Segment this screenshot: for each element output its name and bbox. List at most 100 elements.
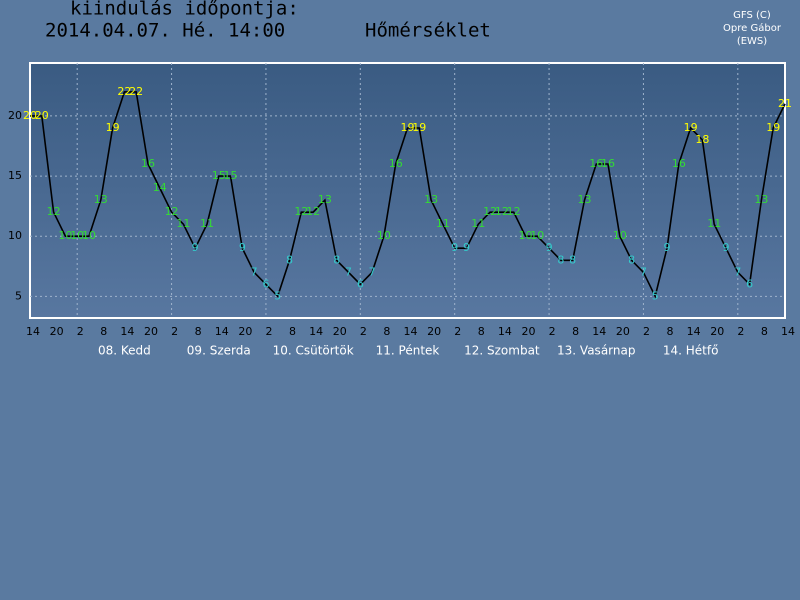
- value-label: 9: [239, 241, 246, 254]
- value-label: 8: [569, 253, 576, 266]
- x-tick-label: 8: [289, 325, 296, 338]
- chart-title: Hőmérséklet: [365, 20, 491, 42]
- title-label: kiindulás időpontja:: [70, 0, 299, 20]
- value-label: 6: [746, 277, 753, 290]
- value-label: 10: [518, 229, 532, 242]
- day-label: 09. Szerda: [187, 344, 251, 358]
- value-label: 16: [601, 157, 615, 170]
- value-label: 9: [463, 241, 470, 254]
- value-label: 11: [471, 217, 485, 230]
- value-label: 12: [47, 205, 61, 218]
- value-label: 22: [117, 85, 131, 98]
- value-label: 9: [451, 241, 458, 254]
- day-label: 11. Péntek: [376, 344, 440, 358]
- value-label: 12: [306, 205, 320, 218]
- credit: Opre Gábor: [723, 22, 782, 34]
- day-label: 10. Csütörtök: [273, 344, 354, 358]
- value-label: 20: [35, 109, 49, 122]
- value-label: 13: [94, 193, 108, 206]
- value-label: 7: [369, 265, 376, 278]
- value-label: 14: [153, 181, 167, 194]
- run-time: 2014.04.07. Hé. 14:00: [45, 20, 285, 42]
- value-label: 8: [628, 253, 635, 266]
- value-label: 18: [695, 133, 709, 146]
- value-label: 9: [546, 241, 553, 254]
- value-label: 16: [389, 157, 403, 170]
- x-tick-label: 14: [26, 325, 40, 338]
- x-tick-label: 2: [360, 325, 367, 338]
- x-tick-label: 2: [549, 325, 556, 338]
- x-tick-label: 14: [498, 325, 512, 338]
- x-tick-label: 14: [687, 325, 701, 338]
- value-label: 19: [106, 121, 120, 134]
- value-label: 6: [357, 277, 364, 290]
- value-label: 13: [318, 193, 332, 206]
- value-label: 11: [200, 217, 214, 230]
- plot-layer: 5 10 15 20 14 20 2 8 14 20 2 8 14 20 2 8 14 20 2 8 14 20 2 8 14 2…: [8, 63, 795, 358]
- x-tick-label: 20: [710, 325, 724, 338]
- x-tick-label: 2: [454, 325, 461, 338]
- value-label: 10: [530, 229, 544, 242]
- x-tick-label: 20: [616, 325, 630, 338]
- value-label: 13: [577, 193, 591, 206]
- value-label: 19: [401, 121, 415, 134]
- value-label: 21: [778, 97, 792, 110]
- value-label: 19: [684, 121, 698, 134]
- value-label: 9: [192, 241, 199, 254]
- value-label: 7: [640, 265, 647, 278]
- x-tick-label: 20: [50, 325, 64, 338]
- value-label: 15: [212, 169, 226, 182]
- value-label: 6: [262, 277, 269, 290]
- value-label: 7: [345, 265, 352, 278]
- value-label: 22: [129, 85, 143, 98]
- y-tick-label: 10: [8, 229, 22, 242]
- y-tick-label: 20: [8, 109, 22, 122]
- x-tick-label: 8: [383, 325, 390, 338]
- x-tick-label: 14: [215, 325, 229, 338]
- value-label: 16: [141, 157, 155, 170]
- x-tick-label: 8: [667, 325, 674, 338]
- x-tick-label: 20: [238, 325, 252, 338]
- x-tick-label: 8: [100, 325, 107, 338]
- value-label: 10: [82, 229, 96, 242]
- temperature-line: [30, 91, 786, 299]
- x-tick-label: 8: [195, 325, 202, 338]
- day-label: 13. Vasárnap: [557, 344, 635, 358]
- value-label: 5: [274, 289, 281, 302]
- y-tick-label: 5: [15, 289, 22, 302]
- day-label: 12. Szombat: [464, 344, 540, 358]
- value-label: 19: [766, 121, 780, 134]
- x-tick-label: 20: [427, 325, 441, 338]
- value-label: 10: [377, 229, 391, 242]
- value-label: 12: [507, 205, 521, 218]
- value-label: 12: [294, 205, 308, 218]
- x-tick-label: 14: [120, 325, 134, 338]
- x-tick-label: 14: [404, 325, 418, 338]
- x-tick-label: 8: [478, 325, 485, 338]
- x-tick-label: 8: [761, 325, 768, 338]
- x-tick-label: 14: [309, 325, 323, 338]
- value-label: 8: [286, 253, 293, 266]
- value-label: 10: [70, 229, 84, 242]
- x-tick-label: 2: [265, 325, 272, 338]
- value-label: 11: [707, 217, 721, 230]
- value-label: 5: [652, 289, 659, 302]
- value-label: 9: [723, 241, 730, 254]
- value-label: 11: [436, 217, 450, 230]
- x-tick-label: 2: [737, 325, 744, 338]
- x-tick-label: 20: [521, 325, 535, 338]
- day-label: 08. Kedd: [98, 344, 151, 358]
- value-label: 7: [734, 265, 741, 278]
- value-label: 10: [58, 229, 72, 242]
- value-label: 8: [557, 253, 564, 266]
- x-tick-label: 8: [572, 325, 579, 338]
- credit: (EWS): [737, 36, 767, 47]
- x-tick-label: 20: [333, 325, 347, 338]
- x-tick-label: 14: [781, 325, 795, 338]
- value-label: 12: [495, 205, 509, 218]
- value-label: 9: [664, 241, 671, 254]
- x-tick-label: 14: [592, 325, 606, 338]
- value-label: 10: [613, 229, 627, 242]
- value-label: 8: [333, 253, 340, 266]
